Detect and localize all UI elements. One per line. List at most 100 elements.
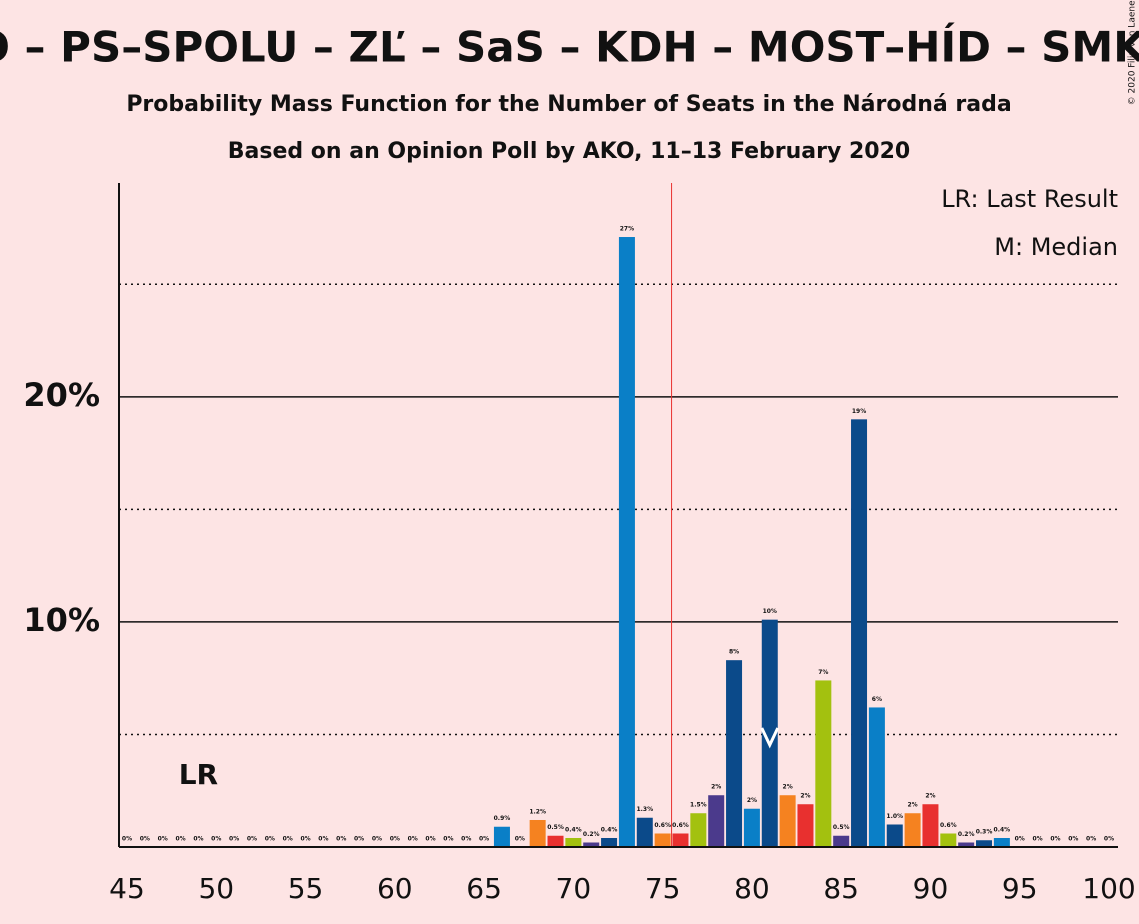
bar — [815, 680, 832, 847]
value-label: 0% — [1015, 836, 1025, 843]
value-label: 0% — [158, 836, 168, 843]
x-tick-label: 95 — [1002, 872, 1038, 905]
value-label: 0% — [372, 836, 382, 843]
value-label: 0% — [354, 836, 364, 843]
median-marker — [760, 727, 780, 749]
value-label: 10% — [763, 608, 777, 615]
value-label: 0.4% — [601, 826, 618, 833]
value-label: 0% — [300, 836, 310, 843]
bar — [743, 808, 760, 847]
value-label: 0.2% — [583, 831, 600, 838]
value-label: 0.5% — [833, 824, 850, 831]
y-tick-label: 20% — [23, 376, 100, 414]
x-tick-label: 65 — [466, 872, 502, 905]
x-tick-label: 80 — [734, 872, 770, 905]
value-label: 0% — [390, 836, 400, 843]
value-label: 0% — [283, 836, 293, 843]
bar — [636, 817, 653, 847]
bar — [797, 804, 814, 847]
value-label: 0% — [318, 836, 328, 843]
value-label: 0.6% — [672, 822, 689, 829]
value-label: 0% — [425, 836, 435, 843]
x-tick-label: 60 — [377, 872, 413, 905]
value-label: 6% — [872, 696, 882, 703]
bar — [726, 660, 743, 847]
value-label: 0% — [336, 836, 346, 843]
value-label: 0% — [193, 836, 203, 843]
y-tick-label: 10% — [23, 601, 100, 639]
bar — [779, 795, 796, 847]
value-label: 0% — [122, 836, 132, 843]
bar — [583, 842, 600, 847]
value-label: 0.3% — [976, 829, 993, 836]
legend-entry: M: Median — [994, 233, 1118, 261]
bar — [618, 237, 635, 848]
x-tick-label: 45 — [109, 872, 145, 905]
value-label: 2% — [925, 793, 935, 800]
last-result-marker: LR — [179, 758, 218, 791]
bar — [940, 833, 957, 847]
copyright: © 2020 Filip van Laenen — [1128, 0, 1138, 105]
x-tick-label: 100 — [1082, 872, 1135, 905]
value-label: 0% — [461, 836, 471, 843]
value-label: 1.0% — [886, 813, 903, 820]
value-label: 2% — [783, 784, 793, 791]
value-label: 0% — [1050, 836, 1060, 843]
value-label: 0% — [175, 836, 185, 843]
value-label: 0.6% — [654, 822, 671, 829]
x-tick-label: 55 — [288, 872, 324, 905]
value-label: 0% — [1032, 836, 1042, 843]
bar — [922, 804, 939, 847]
value-label: 1.3% — [636, 806, 653, 813]
x-tick-label: 90 — [913, 872, 949, 905]
bar — [547, 835, 564, 847]
value-label: 1.5% — [690, 802, 707, 809]
value-label: 0% — [1104, 836, 1114, 843]
value-label: 0.4% — [565, 826, 582, 833]
value-label: 0% — [265, 836, 275, 843]
x-tick-label: 85 — [823, 872, 859, 905]
bar — [690, 813, 707, 847]
value-label: 0.9% — [494, 815, 511, 822]
value-label: 0% — [1068, 836, 1078, 843]
value-label: 19% — [852, 408, 866, 415]
value-label: 0.4% — [994, 826, 1011, 833]
x-tick-label: 50 — [198, 872, 234, 905]
value-label: 0% — [247, 836, 257, 843]
bar — [851, 419, 868, 847]
bar — [565, 837, 582, 847]
bar — [493, 826, 510, 847]
chart-subtitle: Based on an Opinion Poll by AKO, 11–13 F… — [228, 139, 910, 164]
value-label: 0% — [229, 836, 239, 843]
value-label: 2% — [800, 793, 810, 800]
value-label: 0.5% — [547, 824, 564, 831]
value-label: 0% — [211, 836, 221, 843]
value-label: 0% — [1086, 836, 1096, 843]
value-label: 0.6% — [940, 822, 957, 829]
value-label: 2% — [908, 802, 918, 809]
bar — [654, 833, 671, 847]
chart-subtitle: Probability Mass Function for the Number… — [126, 92, 1011, 117]
bar — [993, 837, 1010, 847]
bar — [904, 813, 921, 847]
value-label: 0% — [140, 836, 150, 843]
bar — [886, 824, 903, 847]
value-label: 0% — [515, 836, 525, 843]
bar — [868, 707, 885, 847]
value-label: 2% — [711, 784, 721, 791]
value-label: 0.2% — [958, 831, 975, 838]
value-label: 7% — [818, 669, 828, 676]
value-label: 0% — [443, 836, 453, 843]
bar — [601, 837, 618, 847]
bar — [958, 842, 975, 847]
x-tick-label: 75 — [645, 872, 681, 905]
value-label: 2% — [747, 797, 757, 804]
bar — [708, 795, 725, 847]
value-label: 27% — [620, 226, 634, 233]
value-label: 8% — [729, 649, 739, 656]
value-label: 0% — [408, 836, 418, 843]
value-label: 1.2% — [529, 808, 546, 815]
value-label: 0% — [479, 836, 489, 843]
bar — [761, 619, 778, 847]
